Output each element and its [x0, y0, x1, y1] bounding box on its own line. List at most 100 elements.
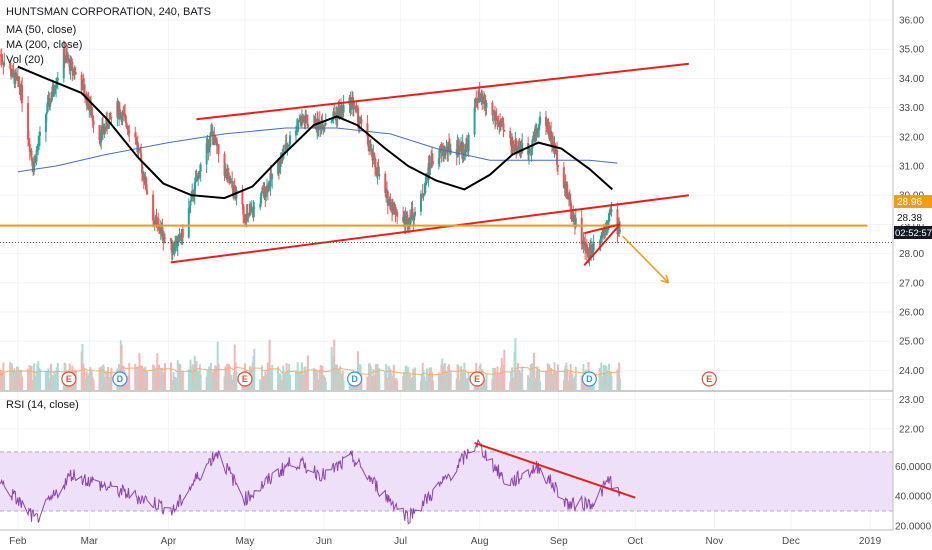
- candle-body: [386, 191, 389, 206]
- volume-bar: [600, 362, 603, 390]
- volume-bar: [414, 367, 417, 390]
- volume-bar: [336, 368, 339, 390]
- candle-body: [158, 224, 161, 231]
- volume-bar: [3, 373, 6, 390]
- candle-body: [425, 175, 428, 185]
- candle-body: [618, 224, 621, 232]
- candle-body: [215, 139, 218, 146]
- trend-annotations: [0, 62, 868, 284]
- candle-body: [288, 144, 291, 146]
- candle-body: [171, 249, 174, 253]
- price-tag-resistance-text: 28.96: [897, 197, 922, 208]
- candle-body: [88, 108, 91, 110]
- candle-body: [437, 158, 440, 165]
- volume-bar: [33, 363, 36, 390]
- candle-body: [318, 120, 321, 123]
- candle-body: [447, 141, 450, 152]
- candle-body: [581, 244, 584, 246]
- candle-body: [427, 162, 430, 181]
- candle-body: [224, 169, 227, 176]
- volume-bar: [9, 362, 12, 390]
- earnings-badge-label: E: [474, 374, 480, 384]
- time-tick-label: Mar: [81, 536, 99, 547]
- candle-body: [205, 143, 208, 165]
- volume-bar: [521, 366, 524, 390]
- candle-body: [556, 150, 559, 166]
- volume-bar: [266, 362, 269, 390]
- candle-body: [52, 85, 55, 93]
- candle-body: [422, 195, 425, 197]
- candle-body: [342, 104, 345, 113]
- candle-body: [127, 126, 130, 131]
- candle-body: [118, 109, 121, 117]
- price-tick-label: 27.00: [899, 278, 924, 289]
- candle-body: [179, 234, 182, 240]
- candle-body: [153, 222, 156, 226]
- grid: [0, 0, 893, 530]
- candle-body: [245, 213, 248, 223]
- candle-body: [91, 114, 94, 121]
- candle-body: [63, 48, 66, 62]
- volume-bar: [618, 378, 621, 390]
- candle-body: [233, 186, 236, 192]
- candle-body: [424, 184, 427, 193]
- candle-body: [45, 112, 48, 115]
- volume-bar: [21, 376, 24, 390]
- candle-body: [305, 114, 308, 121]
- dividend-badge-label: D: [351, 374, 358, 384]
- price-tag-last-text: 28.38: [897, 213, 922, 224]
- candle-body: [12, 69, 15, 73]
- candle-body: [67, 57, 70, 62]
- candle-body: [306, 120, 309, 124]
- candle-body: [444, 149, 447, 155]
- candle-body: [53, 92, 56, 94]
- candle-body: [21, 85, 24, 104]
- price-tick-label: 34.00: [899, 74, 924, 85]
- price-tick-label: 25.00: [899, 337, 924, 348]
- volume-bar: [141, 365, 144, 390]
- candle-body: [377, 168, 380, 176]
- candle-body: [475, 98, 478, 100]
- candle-body: [123, 112, 126, 114]
- earnings-badge-label: E: [66, 374, 72, 384]
- ma50-line: [17, 65, 613, 200]
- candle-body: [122, 112, 125, 114]
- volume-bar: [102, 365, 105, 390]
- candle-body: [163, 237, 166, 239]
- rsi-trendline: [474, 441, 636, 499]
- triangle-upper: [584, 223, 621, 235]
- time-tick-label: Nov: [706, 536, 724, 547]
- candle-body: [31, 157, 34, 166]
- price-tag-resistance: 28.96: [894, 195, 932, 208]
- volume-bar: [385, 364, 388, 390]
- candle-body: [175, 241, 178, 247]
- volume-bar: [448, 364, 451, 390]
- time-tick-label: Oct: [628, 536, 644, 547]
- price-tick-label: 33.00: [899, 103, 924, 114]
- candle-body: [532, 135, 535, 140]
- projection-arrow-head: [665, 274, 670, 284]
- volume-ma-line: [0, 365, 621, 377]
- volume-bar: [27, 368, 30, 390]
- candle-body: [419, 193, 422, 212]
- candle-body: [121, 112, 124, 122]
- candle-body: [46, 102, 49, 113]
- candle-body: [54, 88, 57, 93]
- candle-body: [391, 203, 394, 212]
- ma200-line: [17, 127, 618, 173]
- candle-body: [193, 182, 196, 197]
- candle-body: [448, 141, 451, 144]
- volume-bar: [538, 368, 541, 390]
- rsi-tick-label: 20.0000: [895, 521, 932, 532]
- time-tick-label: Jul: [394, 536, 407, 547]
- candle-body: [458, 149, 461, 155]
- candle-body: [324, 122, 327, 126]
- candle-body: [209, 131, 212, 137]
- candle-body: [83, 84, 86, 95]
- candle-body: [355, 105, 358, 108]
- volume-bar: [518, 369, 521, 390]
- candle-body: [159, 228, 162, 233]
- candle-body: [367, 136, 370, 147]
- candle-body: [199, 164, 202, 172]
